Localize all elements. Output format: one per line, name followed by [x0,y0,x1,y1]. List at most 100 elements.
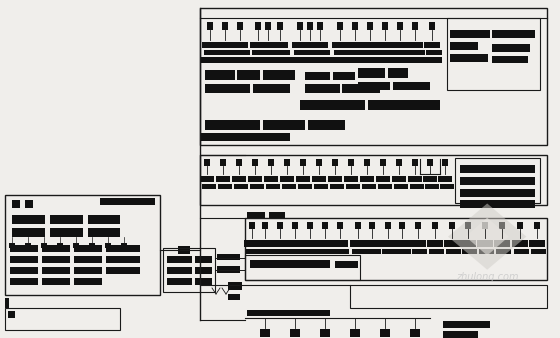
Bar [247,212,265,218]
Bar [292,42,308,48]
Bar [334,50,350,55]
Bar [230,57,250,63]
Bar [302,42,318,48]
Bar [217,266,240,273]
Bar [446,249,461,254]
Bar [74,278,102,285]
Bar [377,42,393,48]
Bar [10,278,38,285]
Bar [364,50,380,55]
Bar [337,22,343,30]
Bar [253,84,290,93]
Bar [218,184,232,189]
Bar [245,218,547,280]
Bar [12,228,45,237]
Bar [368,100,440,110]
Bar [347,42,363,48]
Bar [245,255,360,280]
Bar [410,329,420,337]
Bar [375,57,395,63]
Bar [517,222,523,229]
Bar [422,57,442,63]
Bar [89,243,95,248]
Bar [217,254,240,260]
Bar [272,240,288,247]
Bar [447,18,540,90]
Bar [269,212,285,218]
Bar [274,50,290,55]
Bar [298,184,312,189]
Bar [88,215,120,224]
Bar [393,82,430,90]
Bar [178,246,190,254]
Bar [308,120,345,130]
Bar [252,159,258,166]
Bar [412,22,418,30]
Bar [50,228,83,237]
Bar [232,176,246,182]
Bar [237,70,260,80]
Bar [317,240,333,247]
Bar [200,57,220,63]
Bar [460,240,476,247]
Bar [249,222,255,229]
Bar [250,42,266,48]
Bar [290,329,300,337]
Bar [355,222,361,229]
Bar [352,22,358,30]
Bar [388,68,408,78]
Bar [396,159,402,166]
Bar [252,50,268,55]
Bar [344,176,358,182]
Bar [305,72,330,80]
Bar [25,243,31,248]
Bar [429,22,435,30]
Bar [236,159,242,166]
Bar [427,240,443,247]
Bar [358,82,390,90]
Bar [232,42,248,48]
Bar [121,243,127,248]
Bar [248,176,262,182]
Bar [300,159,306,166]
Bar [482,222,488,229]
Bar [310,57,330,63]
Bar [350,329,360,337]
Bar [394,240,410,247]
Bar [415,222,421,229]
Bar [250,260,330,268]
Bar [477,240,493,247]
Bar [440,184,454,189]
Bar [314,184,328,189]
Bar [9,243,15,248]
Bar [333,72,355,80]
Bar [492,30,535,38]
Bar [42,267,70,274]
Bar [202,42,218,48]
Bar [234,184,248,189]
Bar [205,120,260,130]
Bar [350,285,547,308]
Bar [332,159,338,166]
Bar [348,159,354,166]
Bar [350,240,366,247]
Bar [41,243,47,248]
Bar [106,245,140,252]
Bar [316,159,322,166]
Bar [385,222,391,229]
Bar [12,200,20,208]
Bar [367,22,373,30]
Bar [205,70,235,80]
Bar [74,267,102,274]
Bar [10,267,38,274]
Bar [204,159,210,166]
Bar [215,57,235,63]
Bar [328,176,342,182]
Bar [360,57,380,63]
Bar [380,329,390,337]
Bar [425,184,439,189]
Bar [268,159,274,166]
Bar [366,249,381,254]
Bar [314,50,330,55]
Bar [105,243,111,248]
